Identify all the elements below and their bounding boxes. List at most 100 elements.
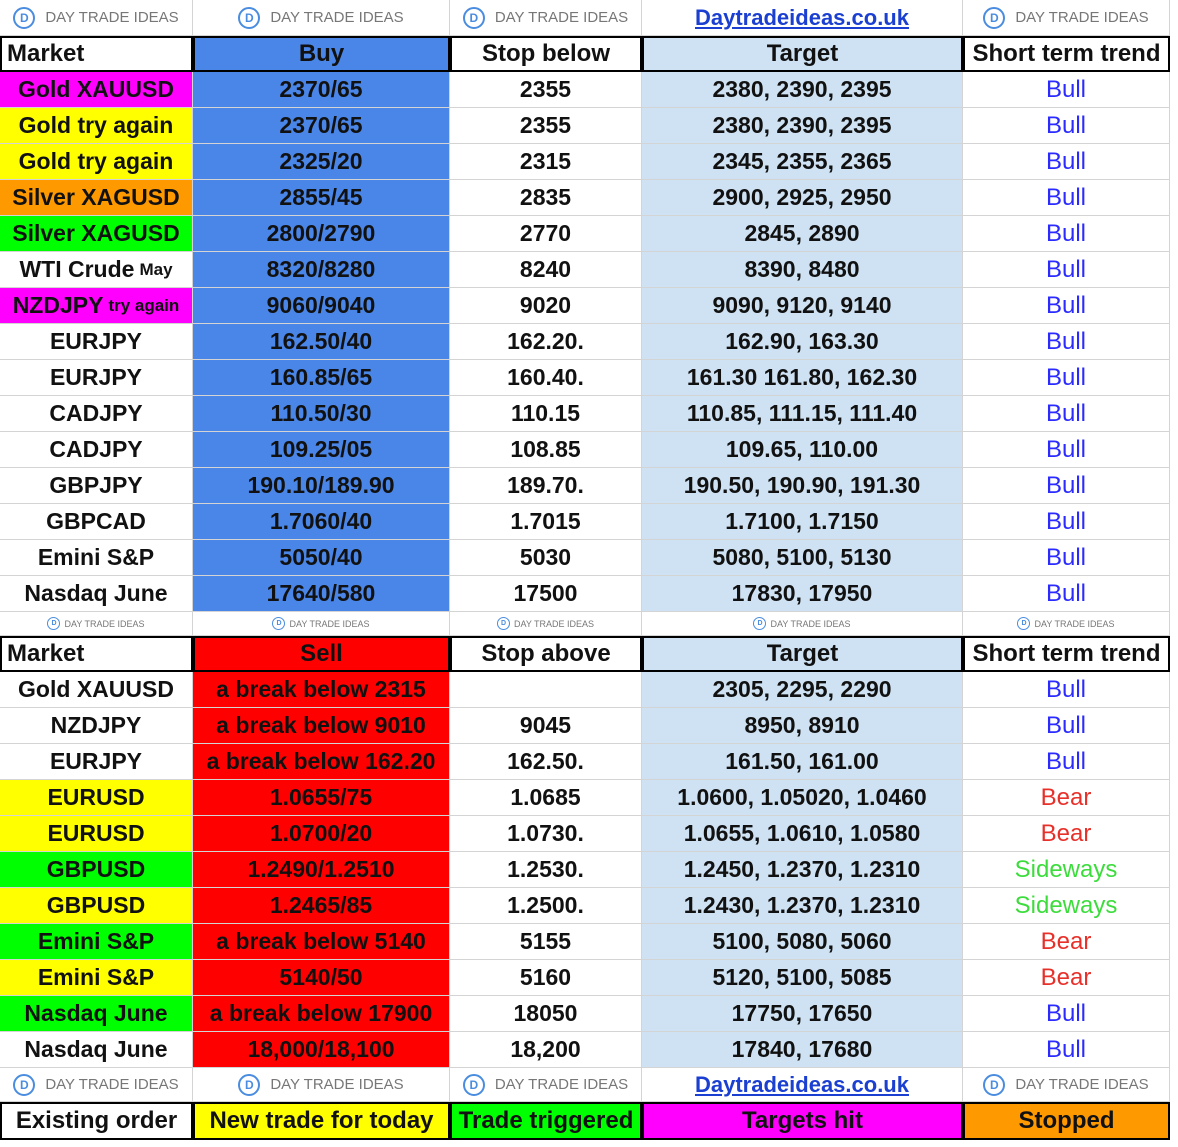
market-cell: Gold XAUUSD [0,672,193,708]
sell-cell: a break below 17900 [193,996,450,1032]
market-cell: Emini S&P [0,960,193,996]
target-cell: 2380, 2390, 2395 [642,72,963,108]
market-name: NZDJPY [12,292,104,318]
stop-cell: 2315 [450,144,642,180]
buy-cell: 109.25/05 [193,432,450,468]
trend-cell: Bull [963,396,1170,432]
stop-level: 5155 [519,928,572,954]
stop-level: 1.7015 [510,508,581,534]
target-cell: 109.65, 110.00 [642,432,963,468]
trend-text: Bull [1045,219,1087,247]
market-name: Silver XAGUSD [12,184,180,210]
trend-text: Sideways [1014,855,1118,883]
target-cell: 1.7100, 1.7150 [642,504,963,540]
stop-cell: 1.2530. [450,852,642,888]
trend-cell: Bull [963,144,1170,180]
target-cell: 1.2430, 1.2370, 1.2310 [642,888,963,924]
buy-cell: 160.85/65 [193,360,450,396]
banner-cell: D DAY TRADE IDEAS [450,1068,642,1102]
header-text: Target [766,40,839,67]
target-cell: 5080, 5100, 5130 [642,540,963,576]
brand-name: DAY TRADE IDEAS [770,618,851,629]
stop-cell: 110.15 [450,396,642,432]
stop-level: 2355 [519,76,572,102]
market-cell: Gold try again [0,144,193,180]
stop-cell: 5160 [450,960,642,996]
buy-cell: 2800/2790 [193,216,450,252]
column-header: Buy [193,36,450,72]
target-cell: 17750, 17650 [642,996,963,1032]
stop-level: 5160 [519,964,572,990]
column-header: Market [0,636,193,672]
sell-level: a break below 9010 [216,712,426,738]
sell-level: 18,000/18,100 [247,1036,395,1062]
trend-text: Bull [1045,999,1087,1027]
stop-cell: 9045 [450,708,642,744]
stop-cell: 1.0730. [450,816,642,852]
sell-level: a break below 2315 [216,676,426,702]
market-cell: Gold XAUUSD [0,72,193,108]
header-text: Market [7,640,85,667]
target-levels: 5080, 5100, 5130 [712,544,892,570]
target-levels: 190.50, 190.90, 191.30 [683,472,921,498]
market-name: Nasdaq June [24,1036,168,1062]
website-link[interactable]: Daytradeideas.co.uk [695,1071,909,1097]
stop-level: 2315 [519,148,572,174]
trend-cell: Bear [963,780,1170,816]
legend-label: Targets hit [742,1107,863,1134]
column-header: Short term trend [963,36,1170,72]
stop-cell: 160.40. [450,360,642,396]
header-text: Market [7,40,85,67]
logo-icon: D [47,617,61,630]
market-note: May [139,259,173,279]
trend-cell: Bull [963,72,1170,108]
target-levels: 110.85, 111.15, 111.40 [686,400,918,426]
brand-name: DAY TRADE IDEAS [270,1076,404,1093]
trend-text: Bull [1045,1035,1087,1063]
target-cell: 1.0600, 1.05020, 1.0460 [642,780,963,816]
market-cell: NZDJPY [0,708,193,744]
target-levels: 17750, 17650 [731,1000,873,1026]
trend-text: Bear [1040,783,1092,811]
stop-level: 108.85 [510,436,581,462]
stop-level: 1.0730. [507,820,584,846]
stop-level: 2770 [519,220,572,246]
trend-cell: Bear [963,960,1170,996]
trend-text: Bull [1045,471,1087,499]
column-header: Short term trend [963,636,1170,672]
stop-level: 18,200 [510,1036,581,1062]
banner-cell: D DAY TRADE IDEAS [450,0,642,36]
stop-level: 189.70. [507,472,584,498]
banner-cell: D DAY TRADE IDEAS [0,612,193,636]
market-cell: EURJPY [0,744,193,780]
market-name: GBPCAD [46,508,146,534]
buy-cell: 110.50/30 [193,396,450,432]
target-levels: 17830, 17950 [731,580,873,606]
sell-cell: a break below 2315 [193,672,450,708]
legend-label: Stopped [1018,1107,1115,1134]
trend-cell: Bull [963,1032,1170,1068]
sell-cell: 1.2490/1.2510 [193,852,450,888]
legend-item: Targets hit [642,1102,963,1140]
target-cell: 2380, 2390, 2395 [642,108,963,144]
target-levels: 9090, 9120, 9140 [712,292,892,318]
logo-icon: D [462,1073,485,1096]
brand-name: DAY TRADE IDEAS [494,9,629,26]
logo-icon: D [238,1073,261,1096]
sell-cell: a break below 5140 [193,924,450,960]
stop-cell: 18,200 [450,1032,642,1068]
market-cell: EURJPY [0,324,193,360]
buy-cell: 8320/8280 [193,252,450,288]
market-cell: Nasdaq June [0,1032,193,1068]
market-cell: CADJPY [0,396,193,432]
logo-icon: D [462,6,485,29]
target-cell: 1.2450, 1.2370, 1.2310 [642,852,963,888]
website-link[interactable]: Daytradeideas.co.uk [695,4,909,30]
target-levels: 1.7100, 1.7150 [725,508,879,534]
buy-level: 110.50/30 [270,400,372,426]
market-cell: EURJPY [0,360,193,396]
stop-level: 110.15 [510,400,581,426]
trend-cell: Bull [963,540,1170,576]
market-cell: Emini S&P [0,540,193,576]
